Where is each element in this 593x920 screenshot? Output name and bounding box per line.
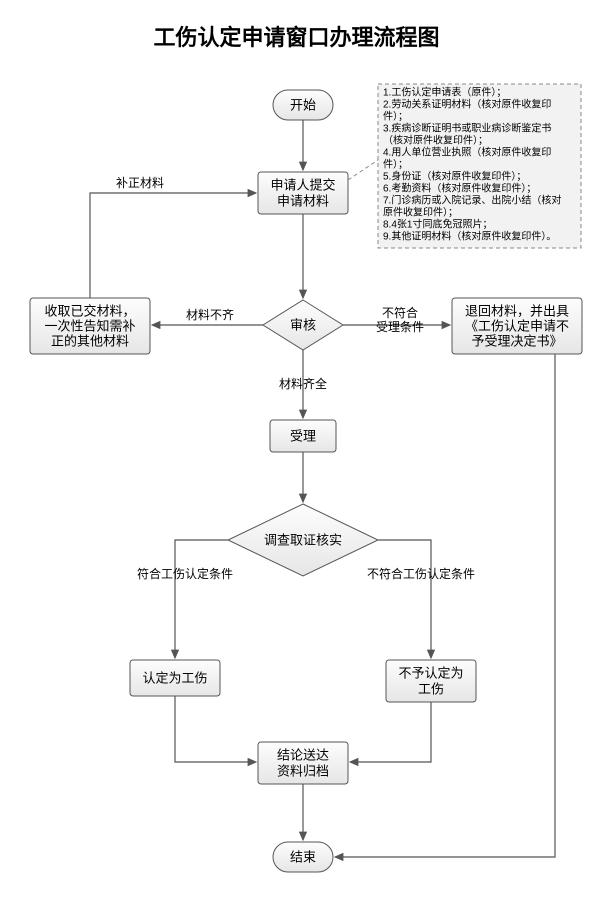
node-invest-label: 调查取证核实: [264, 532, 342, 547]
mat-3b: （核对原件收复印件）；: [383, 133, 488, 146]
node-start-label: 开始: [290, 97, 316, 112]
edge-return-end: [335, 354, 555, 857]
edge-collect-submit: [90, 193, 256, 298]
node-return-l1: 退回材料，并出具: [465, 303, 569, 318]
label-noncond-l1: 不符合: [382, 305, 418, 320]
mat-4a: 4.用人单位营业执照（核对原件收复印: [383, 145, 551, 158]
node-approve-label: 认定为工伤: [142, 670, 207, 685]
mat-5: 5.身份证（核对原件收复印件）；: [383, 169, 526, 182]
label-complete: 材料齐全: [279, 376, 327, 391]
node-reject-l2: 工伤: [418, 681, 444, 696]
node-archive-l1: 结论送达: [277, 747, 329, 762]
mat-4b: 件）；: [383, 158, 408, 170]
mat-8: 8.4张1寸同底免冠照片；: [383, 217, 492, 230]
mat-6: 6.考勤资料（核对原件收复印件）；: [383, 181, 536, 194]
node-accept-label: 受理: [290, 428, 316, 443]
edge-invest-approve: [175, 540, 228, 658]
edge-invest-reject: [378, 540, 431, 658]
flowchart-svg: 1.工伤认定申请表（原件）； 2.劳动关系证明材料（核对原件收复印 件）； 3.…: [0, 0, 593, 920]
node-reject-l1: 不予认定为: [398, 665, 463, 680]
mat-3a: 3.疾病诊断证明书或职业病诊断鉴定书: [383, 121, 551, 134]
label-supplement: 补正材料: [116, 176, 164, 190]
label-noncond-l2: 受理条件: [376, 320, 424, 334]
mat-9: 9.其他证明材料（核对原件收复印件）。: [383, 229, 556, 242]
label-incomplete: 材料不齐: [186, 307, 234, 322]
mat-2a: 2.劳动关系证明材料（核对原件收复印: [383, 97, 551, 110]
node-collect-l2: 一次性告知需补: [44, 318, 135, 333]
edge-submit-materials: [348, 160, 378, 180]
label-meets: 符合工伤认定条件: [137, 566, 233, 581]
node-end-label: 结束: [290, 849, 316, 864]
node-return-l3: 予受理决定书》: [471, 333, 562, 348]
node-return-l2: 《工伤认定申请不: [465, 318, 569, 333]
mat-1: 1.工伤认定申请表（原件）；: [383, 85, 506, 98]
edge-approve-archive: [175, 696, 256, 762]
node-archive-l2: 资料归档: [277, 763, 329, 778]
label-notmeets: 不符合工伤认定条件: [367, 566, 475, 581]
node-collect-l1: 收取已交材料，: [44, 303, 135, 318]
node-review-label: 审核: [290, 317, 316, 332]
mat-7a: 7.门诊病历或入院记录、出院小结（核对: [383, 193, 561, 206]
node-submit-l2: 申请材料: [277, 193, 329, 208]
mat-2b: 件）；: [383, 110, 408, 122]
mat-7b: 原件收复印件）；: [383, 205, 458, 218]
node-collect-l3: 正的其他材料: [51, 333, 129, 348]
node-submit-l1: 申请人提交: [270, 177, 335, 192]
edge-reject-archive: [350, 702, 431, 762]
